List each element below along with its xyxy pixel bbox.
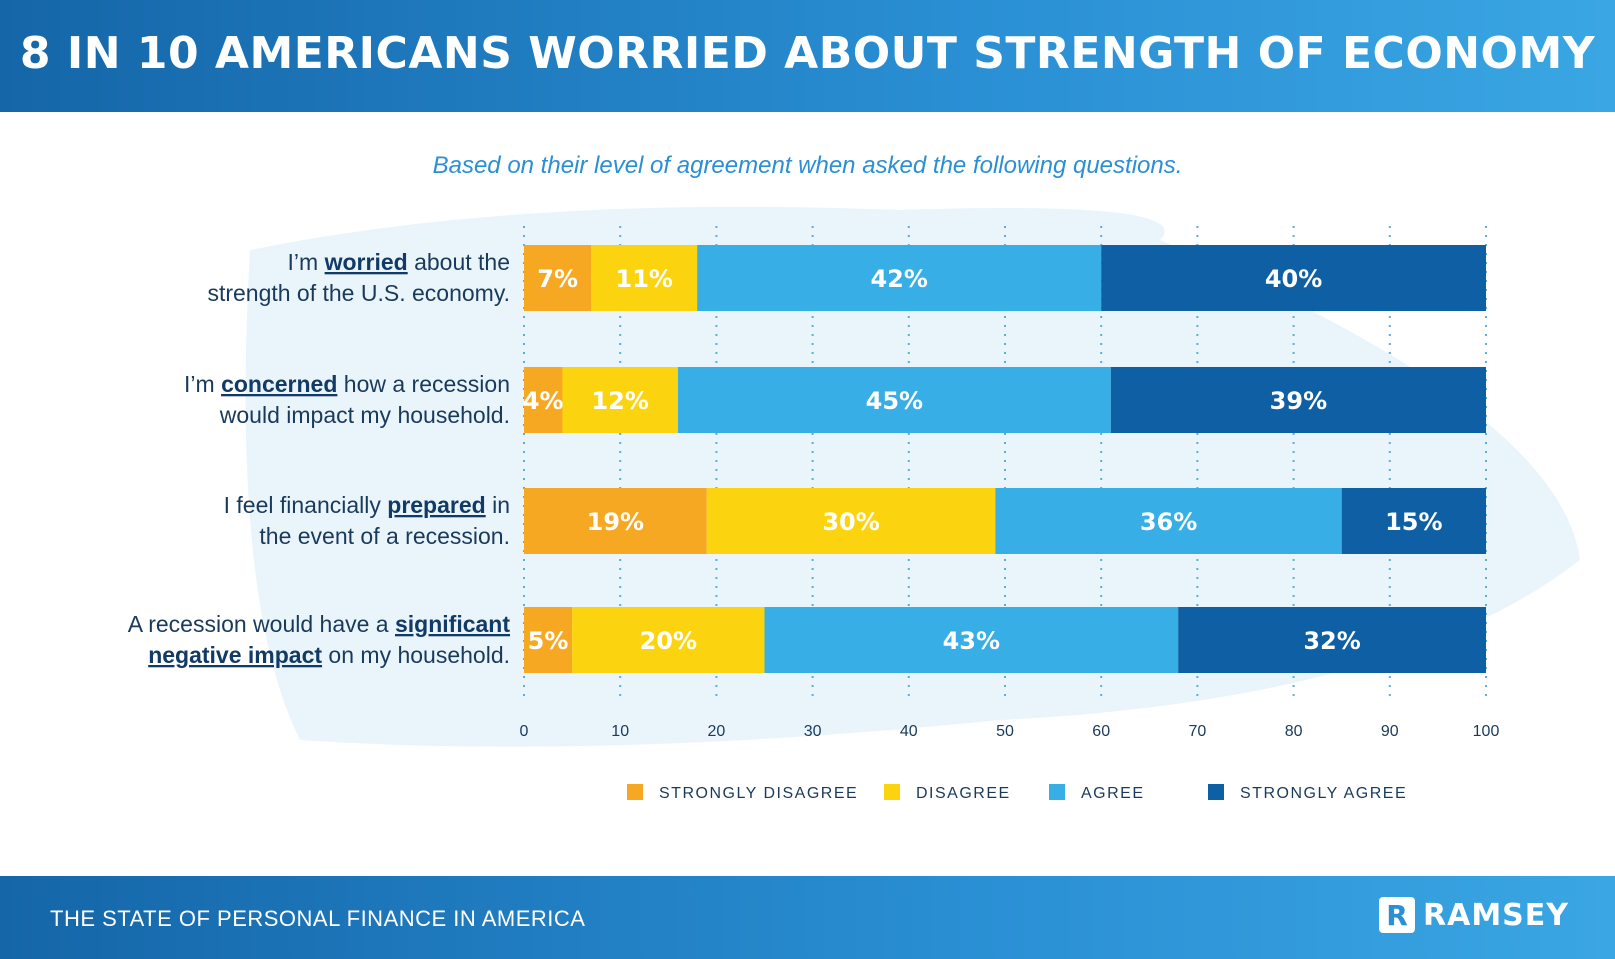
bar-segment [706, 488, 996, 554]
question-text: I feel financially [224, 492, 388, 518]
bar-segment [1341, 488, 1486, 554]
question-label: I’m concerned how a recession [184, 371, 510, 397]
bar-segment [591, 245, 698, 311]
question-text: I’m [288, 249, 325, 275]
bar-segment [1101, 245, 1486, 311]
data-label: 39% [1270, 387, 1327, 415]
data-label: 30% [822, 508, 879, 536]
bar-segment [677, 367, 1111, 433]
ramsey-logo: RAMSEY [1379, 894, 1569, 936]
legend-label: DISAGREE [916, 785, 1011, 802]
data-label: 42% [870, 265, 927, 293]
x-tick-label: 20 [708, 723, 726, 740]
x-tick-label: 10 [611, 723, 629, 740]
ramsey-logo-icon [1379, 897, 1415, 933]
bar-segment [1110, 367, 1486, 433]
data-label: 11% [616, 265, 673, 293]
footer-text: THE STATE OF PERSONAL FINANCE IN AMERICA [50, 906, 586, 931]
x-tick-label: 0 [520, 723, 529, 740]
x-tick-label: 70 [1189, 723, 1207, 740]
data-label: 12% [591, 387, 648, 415]
bar-segment [572, 607, 765, 673]
bar-segment [524, 488, 707, 554]
x-tick-label: 50 [996, 723, 1014, 740]
ramsey-logo-text: RAMSEY [1423, 897, 1569, 933]
question-label: I’m worried about the [288, 249, 510, 275]
question-text: how a recession [337, 371, 510, 397]
question-emphasis: negative impact [148, 642, 322, 668]
bar-segment [524, 245, 592, 311]
data-label: 19% [587, 508, 644, 536]
question-text: the event of a recession. [259, 523, 510, 549]
data-label: 45% [866, 387, 923, 415]
question-label: the event of a recession. [259, 523, 510, 549]
chart-subtitle: Based on their level of agreement when a… [432, 152, 1183, 179]
data-label: 40% [1265, 265, 1322, 293]
x-tick-label: 60 [1092, 723, 1110, 740]
question-text: about the [408, 249, 510, 275]
legend-label: STRONGLY AGREE [1240, 785, 1407, 802]
legend-label: STRONGLY DISAGREE [659, 785, 858, 802]
data-label: 20% [640, 627, 697, 655]
question-emphasis: significant [395, 611, 510, 637]
legend-swatch [884, 784, 900, 800]
question-text: strength of the U.S. economy. [207, 280, 510, 306]
bar-segment [697, 245, 1102, 311]
question-label: A recession would have a significant [128, 611, 511, 637]
data-label: 5% [528, 627, 569, 655]
data-label: 15% [1385, 508, 1442, 536]
question-text: on my household. [322, 642, 510, 668]
question-label: would impact my household. [219, 402, 510, 428]
header-banner: 8 IN 10 AMERICANS WORRIED ABOUT STRENGTH… [0, 0, 1615, 112]
question-label: I feel financially prepared in [224, 492, 510, 518]
question-emphasis: prepared [387, 492, 485, 518]
legend-swatch [627, 784, 643, 800]
page-title: 8 IN 10 AMERICANS WORRIED ABOUT STRENGTH… [19, 28, 1596, 79]
bar-segment [524, 367, 563, 433]
question-text: would impact my household. [219, 402, 510, 428]
question-text: in [486, 492, 510, 518]
question-emphasis: concerned [221, 371, 337, 397]
legend-swatch [1049, 784, 1065, 800]
x-tick-label: 30 [804, 723, 822, 740]
bar-segment [524, 607, 573, 673]
footer-banner: THE STATE OF PERSONAL FINANCE IN AMERICA… [0, 876, 1615, 959]
data-label: 4% [523, 387, 564, 415]
question-label: negative impact on my household. [148, 642, 510, 668]
data-label: 36% [1140, 508, 1197, 536]
question-text: A recession would have a [128, 611, 395, 637]
x-tick-label: 40 [900, 723, 918, 740]
bar-segment [764, 607, 1179, 673]
question-text: I’m [184, 371, 221, 397]
question-label: strength of the U.S. economy. [207, 280, 510, 306]
legend-swatch [1208, 784, 1224, 800]
x-tick-label: 80 [1285, 723, 1303, 740]
legend-label: AGREE [1081, 785, 1145, 802]
x-tick-label: 100 [1473, 723, 1500, 740]
data-label: 32% [1303, 627, 1360, 655]
question-emphasis: worried [324, 249, 408, 275]
x-tick-label: 90 [1381, 723, 1399, 740]
bar-segment [562, 367, 678, 433]
data-label: 7% [537, 265, 578, 293]
bar-segment [1178, 607, 1486, 673]
data-label: 43% [943, 627, 1000, 655]
bar-segment [995, 488, 1342, 554]
